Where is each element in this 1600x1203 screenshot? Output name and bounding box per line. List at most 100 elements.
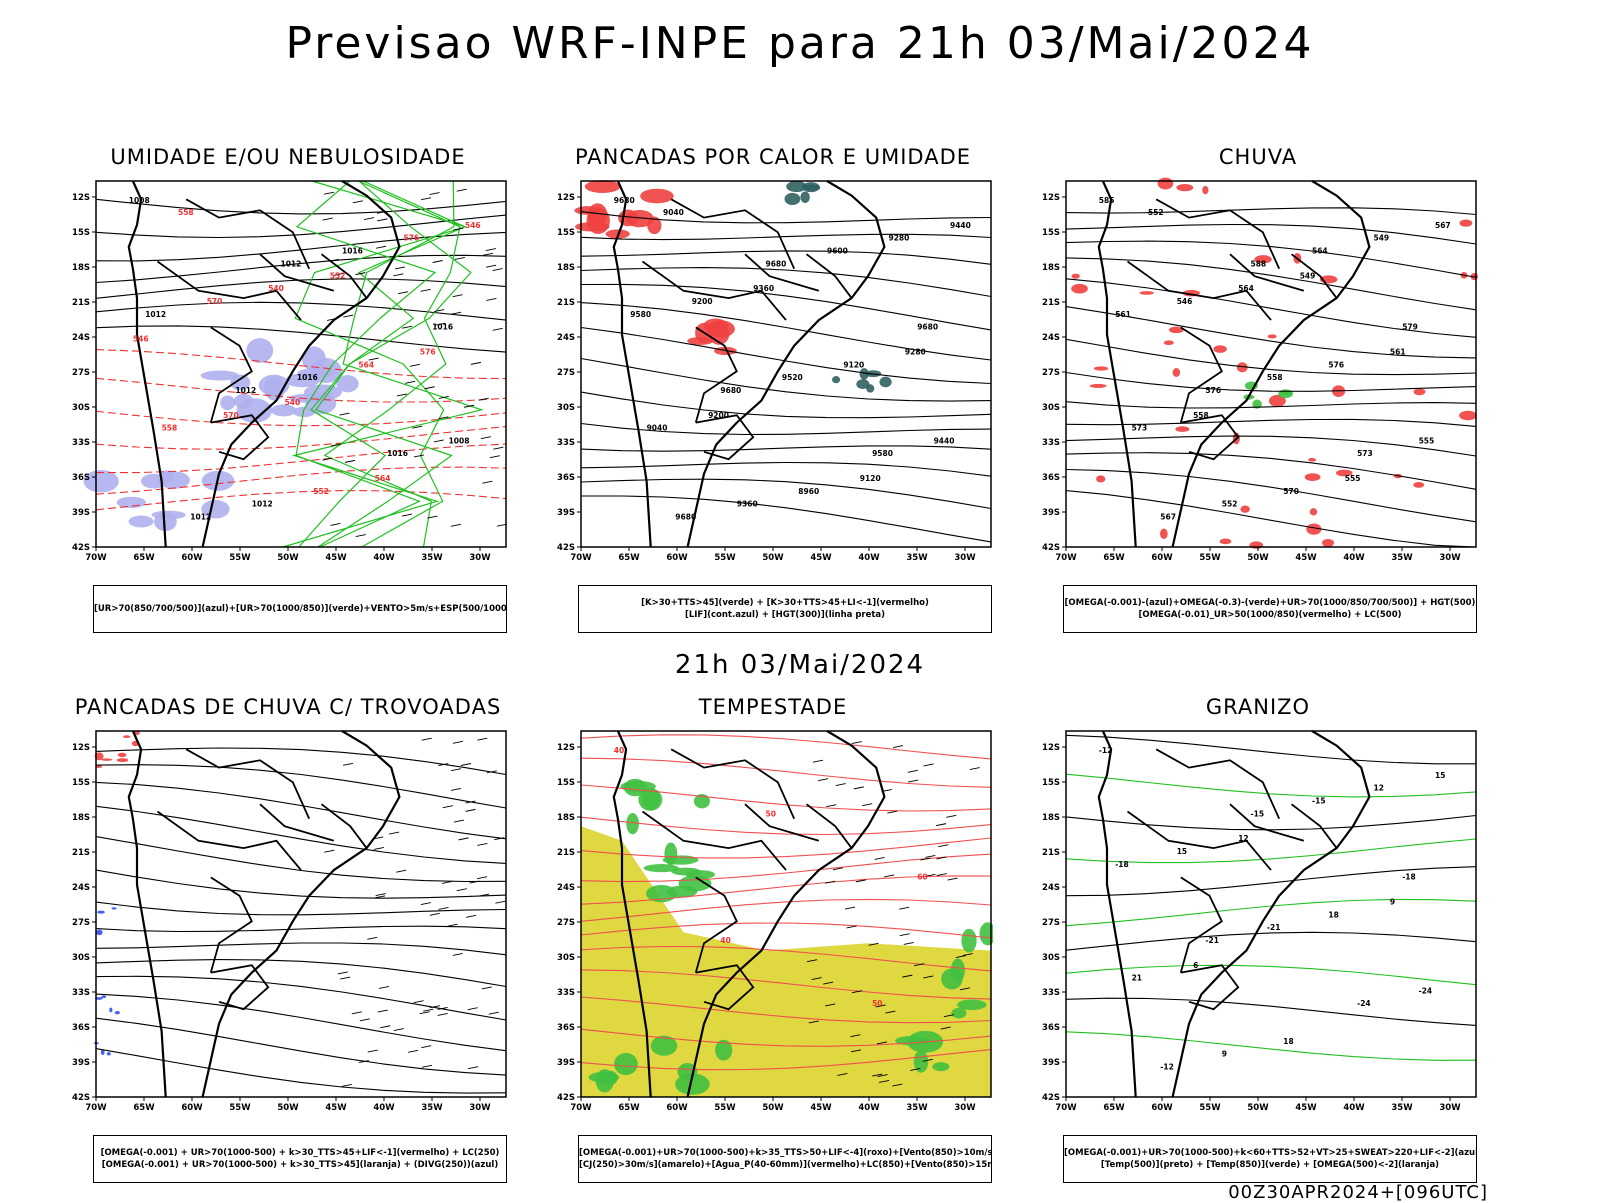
lat-label: 18S (557, 813, 575, 823)
lat-label: 33S (557, 438, 575, 448)
map-background (581, 181, 991, 547)
contour-label: 552 (1148, 208, 1164, 217)
lat-label: 39S (1042, 1058, 1060, 1068)
wind-vector (438, 906, 449, 910)
wind-vector (811, 977, 822, 981)
country-border (210, 414, 270, 461)
wind-vector (393, 273, 404, 277)
country-border (259, 253, 335, 292)
contour-label: 1008 (129, 196, 150, 205)
wind-vector (482, 480, 493, 484)
country-border (694, 876, 738, 973)
contour-line (95, 781, 507, 840)
contour-line (95, 426, 507, 450)
coastline-west (127, 730, 167, 1098)
shaded-area (650, 1035, 678, 1056)
contour-label: 558 (1267, 373, 1283, 382)
shaded-area (111, 907, 117, 910)
lat-label: 42S (557, 543, 575, 553)
forecast-time-title: 21h 03/Mai/2024 (674, 650, 926, 680)
lon-label: 55W (229, 1103, 251, 1113)
lon-label: 65W (618, 1103, 640, 1113)
wind-vector (936, 856, 947, 860)
panel-title: GRANIZO (1205, 695, 1311, 719)
wind-vector (477, 842, 488, 846)
shaded-area (1267, 334, 1277, 339)
wind-vector (826, 804, 837, 808)
lat-label: 24S (557, 333, 575, 343)
lon-label: 70W (570, 553, 592, 563)
contour-line (1065, 338, 1477, 376)
shaded-area (950, 958, 965, 983)
lon-label: 70W (85, 553, 107, 563)
contour-line (580, 391, 992, 419)
country-border (1290, 253, 1338, 299)
contour-line (95, 278, 507, 299)
lon-label: 65W (618, 553, 640, 563)
contour-label: 9360 (737, 500, 758, 509)
coastline-east (686, 730, 886, 1098)
contour-label: 9600 (827, 246, 848, 255)
contour-label: 564 (1238, 284, 1254, 293)
contour-label: 40 (614, 746, 624, 755)
panel-pancadas-trovoadas: PANCADAS DE CHUVA C/ TROVOADAS 12S 15S 18S… (68, 695, 508, 1183)
contour-label: 9200 (692, 297, 713, 306)
wind-vector (340, 976, 351, 980)
contour-line (95, 301, 507, 321)
wind-vector (394, 266, 406, 270)
lon-label: 55W (714, 1103, 736, 1113)
wind-vector (851, 741, 862, 745)
shaded-area (128, 515, 154, 528)
country-border (1229, 253, 1305, 292)
wind-vector (492, 268, 503, 271)
wind-vector (397, 291, 409, 295)
wind-vector (323, 191, 335, 195)
wind-vector (421, 1045, 432, 1049)
shaded-area (1322, 538, 1335, 547)
wind-vector (393, 1028, 404, 1032)
contour-label: 9520 (782, 373, 803, 382)
shaded-area (336, 375, 359, 393)
contour-line (1065, 223, 1477, 245)
contour-line (314, 180, 467, 548)
contour-label: 570 (1283, 487, 1299, 496)
wind-vector (899, 933, 910, 937)
country-border (210, 964, 270, 1011)
wind-vector (438, 416, 449, 420)
coastline-east (201, 180, 401, 548)
lon-label: 30W (954, 1103, 976, 1113)
contour-label: 9680 (917, 323, 938, 332)
lon-label: 35W (421, 553, 443, 563)
contour-label: 576 (1205, 386, 1221, 395)
contour-label: 18 (1283, 1037, 1293, 1046)
map-content: 585 588 579 576 573 567 564 561 558 555 552 549 546 5… (1065, 177, 1478, 549)
lon-label: 50W (762, 553, 784, 563)
coastline-east (1171, 730, 1371, 1098)
wind-vector (470, 361, 481, 365)
contour-label: 9680 (766, 259, 787, 268)
contour-line (1065, 257, 1477, 311)
contour-label: 1012 (190, 513, 211, 522)
panel-legend: [OMEGA(-0.001)+UR>70(1000-500)+k<60+TTS>… (1063, 1135, 1477, 1183)
contour-line (95, 836, 507, 883)
contour-line (1065, 207, 1477, 216)
map-content: 1008 1012 1016 1012 1016 1012 1016 1012 1016 1008… (83, 180, 508, 548)
wind-vector (330, 523, 341, 526)
wind-vector (341, 1083, 352, 1087)
lat-label: 24S (557, 883, 575, 893)
lon-label: 45W (1295, 553, 1317, 563)
contour-label: 549 (1374, 234, 1390, 243)
contour-line (95, 377, 507, 403)
shaded-area (1176, 183, 1194, 192)
lon-label: 45W (325, 553, 347, 563)
contour-label: 40 (720, 936, 730, 945)
legend-line-2: [Temp(500)](preto) + [Temp(850)](verde) … (1100, 1160, 1440, 1170)
contour-line (580, 302, 992, 361)
contour-line (1065, 401, 1477, 409)
wind-vector (377, 1009, 388, 1013)
lon-label: 55W (229, 553, 251, 563)
lat-label: 21S (1042, 298, 1060, 308)
lat-label: 33S (557, 988, 575, 998)
shaded-area (584, 180, 621, 193)
contour-label: 6 (1193, 961, 1198, 970)
